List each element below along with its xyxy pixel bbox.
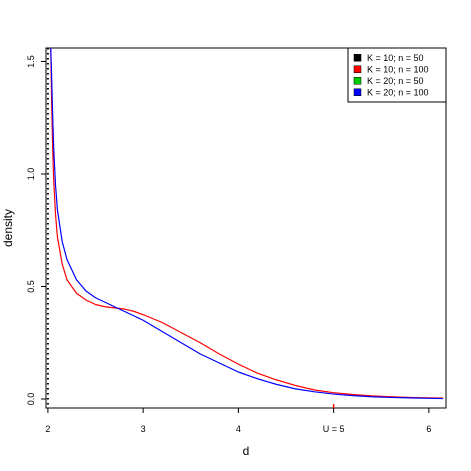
x-axis: 2 3 4 U = 5 6 <box>45 408 431 434</box>
y-tick-label: 0.5 <box>26 280 36 293</box>
legend-label: K = 20; n = 100 <box>367 87 429 97</box>
legend-swatch <box>353 65 362 73</box>
x-tick-label: 3 <box>141 424 146 434</box>
x-tick-label: 2 <box>45 424 50 434</box>
legend: K = 10; n = 50K = 10; n = 100 K = 20; n =… <box>347 47 447 103</box>
plot-frame <box>45 47 447 409</box>
plot-border <box>45 47 447 409</box>
y-tick-label: 1.5 <box>26 55 36 68</box>
y-tick-label: 0.0 <box>26 393 36 406</box>
legend-swatch <box>353 54 362 62</box>
x-tick-label: 6 <box>426 424 431 434</box>
series-lines <box>50 48 444 400</box>
reference-lines <box>46 48 335 409</box>
legend-label: K = 10; n = 50 <box>367 53 424 63</box>
y-tick-label: 1.0 <box>26 168 36 181</box>
x-axis-title: d <box>243 444 250 458</box>
series-line-1 <box>50 48 444 399</box>
x-tick-label: 4 <box>236 424 241 434</box>
y-axis: 0.0 0.5 1.0 1.5 <box>26 55 46 405</box>
y-axis-title: density <box>1 209 15 247</box>
legend-swatch <box>353 77 362 85</box>
series-line-2 <box>50 48 444 400</box>
legend-label: K = 10; n = 100 <box>367 64 429 74</box>
legend-label: K = 20; n = 50 <box>367 76 424 86</box>
legend-box <box>347 47 447 103</box>
x-tick-label: U = 5 <box>323 424 345 434</box>
legend-swatch <box>353 88 362 96</box>
